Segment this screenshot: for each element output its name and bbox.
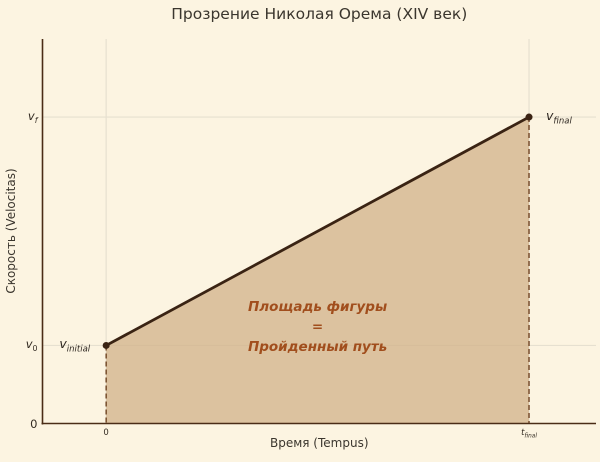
x-tick-zero: 0 xyxy=(103,428,108,438)
y-tick-v0: v0 xyxy=(26,337,38,353)
chart-title: Прозрение Николая Орема (XIV век) xyxy=(171,5,468,23)
area-label-line-2: = xyxy=(311,319,324,336)
y-axis-label: Скорость (Velocitas) xyxy=(4,168,18,294)
annotation-v-final: vfinal xyxy=(546,108,572,127)
x-tick-tfinal-text: t xyxy=(521,427,525,438)
start-point-marker xyxy=(102,341,110,349)
y-tick-vf-sub: f xyxy=(34,116,38,126)
annotation-v-final-text: v xyxy=(546,107,554,123)
y-tick-vf: vf xyxy=(28,109,38,125)
area-label-line-3: Пройденный путь xyxy=(247,339,388,356)
x-axis-label: Время (Tempus) xyxy=(269,436,369,450)
end-point-marker xyxy=(525,113,533,121)
y-tick-vf-text: v xyxy=(27,108,35,123)
y-tick-zero-text: 0 xyxy=(30,416,38,431)
x-tick-tfinal: tfinal xyxy=(521,428,537,440)
velocity-line xyxy=(105,115,530,347)
y-tick-zero: 0 xyxy=(30,417,37,431)
shaded-area-under-line xyxy=(106,117,530,424)
y-tick-v0-text: v xyxy=(25,337,33,352)
annotation-area-equals-distance: Площадь фигуры = Пройденный путь xyxy=(248,297,387,357)
annotation-v-initial-text: v xyxy=(59,336,67,352)
x-tick-zero-text: 0 xyxy=(103,427,109,438)
annotation-v-initial-sub: initial xyxy=(66,344,91,355)
annotation-v-initial: vinitial xyxy=(59,336,90,355)
y-tick-v0-sub: 0 xyxy=(32,344,38,354)
annotation-v-final-sub: final xyxy=(553,116,572,127)
area-label-line-1: Площадь фигуры xyxy=(247,299,388,316)
x-tick-tfinal-sub: final xyxy=(524,433,537,440)
